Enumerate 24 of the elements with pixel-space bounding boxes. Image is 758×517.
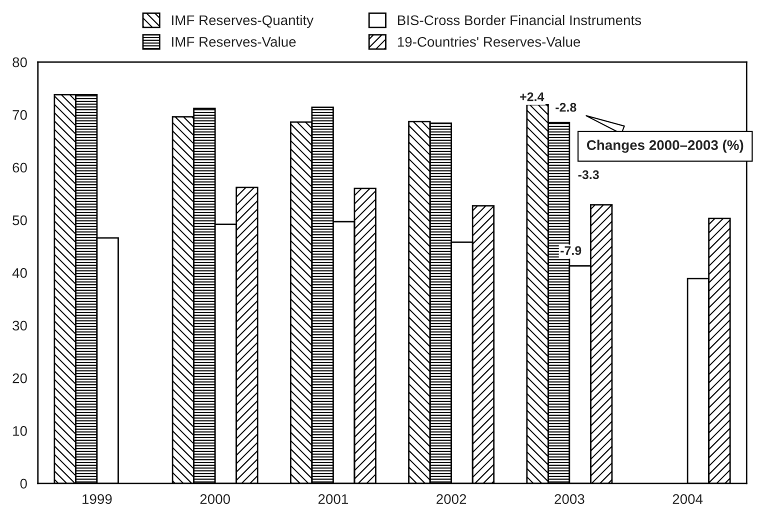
y-tick-label: 60 (12, 162, 27, 173)
x-tick-label: 2003 (554, 494, 584, 504)
y-tick-label: 10 (13, 426, 27, 436)
x-tick-label: 1999 (82, 494, 112, 504)
y-tick-label: 70 (12, 110, 27, 120)
annotation: -2.8 (556, 102, 576, 112)
x-tick-label: 2002 (436, 494, 466, 504)
x-tick-label: 2000 (200, 494, 230, 504)
annotation: Changes 2000–2003 (%) (586, 140, 744, 153)
y-tick-label: 30 (12, 320, 27, 331)
y-tick-label: 50 (12, 215, 27, 226)
y-tick-label: 40 (12, 268, 27, 278)
legend-label: 19-Countries' Reserves-Value (398, 36, 580, 47)
legend-label: IMF Reserves-Quantity (172, 14, 314, 28)
x-tick-label: 2001 (318, 494, 348, 504)
y-tick-label: 80 (12, 57, 27, 68)
y-tick-label: 20 (12, 373, 27, 384)
annotation: +2.4 (520, 92, 544, 102)
x-tick-label: 2004 (672, 494, 703, 504)
annotation: -3.3 (578, 170, 599, 180)
annotation: -7.9 (560, 246, 582, 256)
y-tick-label: 0 (20, 478, 27, 489)
legend-label: IMF Reserves-Value (172, 36, 296, 47)
legend-label: BIS-Cross Border Financial Instruments (398, 14, 642, 26)
